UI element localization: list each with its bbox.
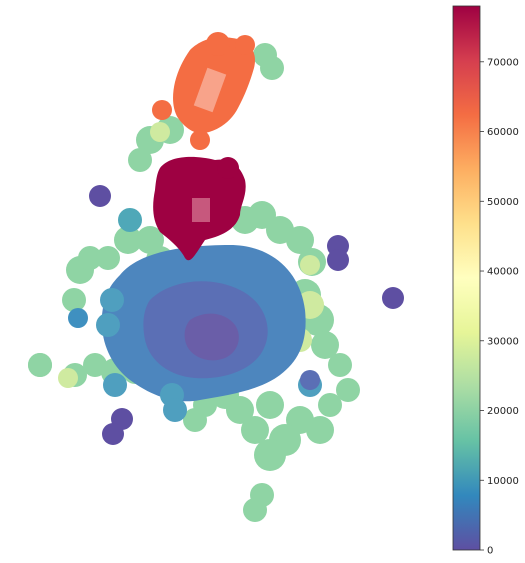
colorbar-gradient <box>452 5 481 551</box>
central-landmark <box>192 198 210 222</box>
colorbar-tick-label: 40000 <box>487 267 519 278</box>
region-isolated <box>89 185 404 445</box>
region-central-zone <box>153 156 246 261</box>
colorbar: 0 10000 20000 30000 40000 50000 60000 70000 <box>452 5 519 557</box>
colorbar-tick-label: 70000 <box>487 57 519 68</box>
colorbar-tick-label: 60000 <box>487 127 519 138</box>
colorbar-tick-label: 50000 <box>487 197 519 208</box>
colorbar-tick-label: 20000 <box>487 406 519 417</box>
colorbar-tick-label: 0 <box>487 546 493 557</box>
colorbar-ticks: 0 10000 20000 30000 40000 50000 60000 70000 <box>480 57 519 557</box>
colorbar-tick-label: 30000 <box>487 336 519 347</box>
map-area <box>28 32 404 522</box>
colorbar-tick-label: 10000 <box>487 476 519 487</box>
region-south-zone <box>68 208 322 422</box>
region-north-zone <box>152 32 256 150</box>
